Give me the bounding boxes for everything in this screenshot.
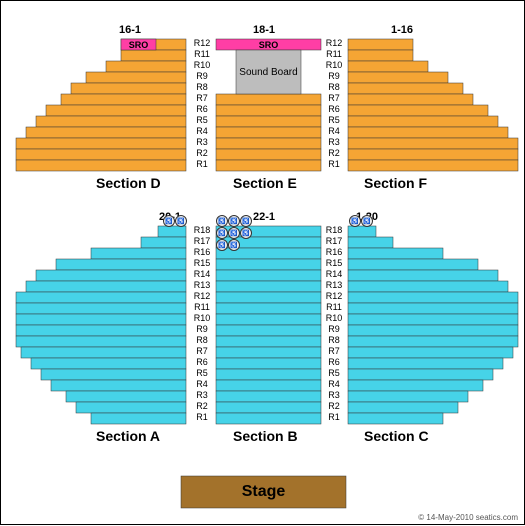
wheelchair-icon: ♿ (240, 227, 252, 239)
wheelchair-icon: ♿ (361, 215, 373, 227)
wheelchair-icon: ♿ (349, 215, 361, 227)
wheelchair-icon: ♿ (216, 215, 228, 227)
seat-range-d: 16-1 (119, 24, 141, 36)
wheelchair-icon: ♿ (216, 239, 228, 251)
wheelchair-icon: ♿ (228, 239, 240, 251)
seat-range-e: 18-1 (253, 24, 275, 36)
wheelchair-icon: ♿ (216, 227, 228, 239)
wheelchair-icon: ♿ (228, 227, 240, 239)
sound-board-label: Sound Board (236, 50, 301, 94)
seat-range-b: 22-1 (253, 211, 275, 223)
front-row-labels-right: R18R17R16R15R14R13R12R11R10R9R8R7R6R5R4R… (323, 226, 345, 424)
section-label-f: Section F (364, 175, 427, 191)
sro-label: SRO (121, 39, 156, 50)
stage-label: Stage (181, 476, 346, 508)
wheelchair-icon: ♿ (175, 215, 187, 227)
section-label-e: Section E (233, 175, 297, 191)
copyright: © 14-May-2010 seatics.com (418, 513, 518, 522)
section-label-c: Section C (364, 428, 429, 444)
wheelchair-icon: ♿ (228, 215, 240, 227)
section-label-a: Section A (96, 428, 160, 444)
rear-row-labels-right: R12R11R10R9R8R7R6R5R4R3R2R1 (323, 39, 345, 171)
sro-label: SRO (216, 39, 321, 50)
rear-row-labels-left: R12R11R10R9R8R7R6R5R4R3R2R1 (191, 39, 213, 171)
seat-range-f: 1-16 (391, 24, 413, 36)
section-label-b: Section B (233, 428, 298, 444)
seating-chart: SROSROSound BoardR12R11R10R9R8R7R6R5R4R3… (0, 0, 525, 525)
front-row-labels-left: R18R17R16R15R14R13R12R11R10R9R8R7R6R5R4R… (191, 226, 213, 424)
wheelchair-icon: ♿ (163, 215, 175, 227)
section-label-d: Section D (96, 175, 161, 191)
wheelchair-icon: ♿ (240, 215, 252, 227)
